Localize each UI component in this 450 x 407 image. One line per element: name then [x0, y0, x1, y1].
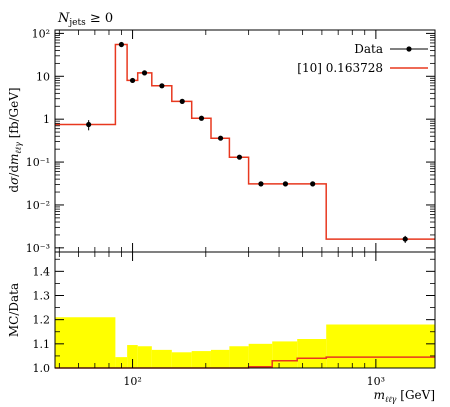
- ratio-band-bin: [272, 341, 298, 368]
- ratio-ylabel: MC/Data: [7, 283, 21, 337]
- ratio-y-tick-label: 1.3: [33, 290, 51, 303]
- data-point: [129, 77, 136, 84]
- ratio-band-bin: [210, 349, 230, 368]
- data-point: [179, 98, 185, 104]
- data-points: [86, 41, 408, 243]
- data-point: [282, 181, 289, 187]
- data-point: [217, 135, 224, 141]
- ratio-band-bin: [55, 317, 116, 368]
- ratio-band-bin: [127, 345, 138, 368]
- y-tick-label: 10⁻¹: [26, 156, 50, 169]
- ratio-y-tick-label: 1.2: [33, 314, 51, 327]
- ratio-band-bin: [151, 349, 172, 368]
- ratio-band-bin: [326, 324, 435, 368]
- ratio-band-bin: [229, 346, 249, 368]
- ratio-panel: 1.0 1.1 1.2 1.3 1.4 10² 10³: [33, 251, 436, 388]
- ratio-band-bin: [171, 352, 192, 368]
- legend-data-marker: [406, 46, 412, 52]
- data-point: [86, 121, 92, 128]
- data-point: [236, 154, 243, 160]
- legend-data-label: Data: [354, 42, 383, 56]
- mc-step-line: [55, 43, 435, 240]
- y-tick-label: 10⁻³: [26, 242, 50, 255]
- main-ylabel: dσ/dmℓℓγ [fb/GeV]: [7, 87, 23, 192]
- data-point: [141, 70, 148, 76]
- y-tick-label: 10⁻²: [26, 199, 50, 212]
- ratio-band-bin: [137, 346, 152, 368]
- x-tick-label: 10³: [367, 375, 385, 388]
- ratio-axis-ticks: 1.0 1.1 1.2 1.3 1.4 10² 10³: [33, 252, 435, 388]
- data-point: [310, 181, 316, 187]
- data-point: [258, 181, 264, 187]
- ratio-y-tick-label: 1.4: [33, 265, 51, 278]
- legend-mc-label: [10] 0.163728: [297, 61, 383, 75]
- ratio-band-bin: [297, 339, 327, 368]
- ratio-band-bin: [115, 357, 128, 368]
- x-tick-label: 10²: [123, 375, 141, 388]
- y-tick-label: 1: [43, 113, 50, 126]
- y-tick-label: 10²: [32, 27, 50, 40]
- data-point: [118, 41, 125, 48]
- ratio-frame: [54, 251, 436, 369]
- mc-histogram: [55, 43, 435, 240]
- ratio-band-bin: [191, 351, 211, 368]
- data-point: [402, 236, 408, 242]
- legend: Data [10] 0.163728: [297, 42, 428, 75]
- ratio-y-tick-label: 1.0: [33, 362, 51, 375]
- x-axis-label: mℓℓγ [GeV]: [374, 388, 435, 404]
- data-point: [198, 115, 205, 121]
- y-tick-label: 10: [36, 70, 50, 83]
- data-point: [159, 83, 165, 89]
- main-panel: 10⁻³ 10⁻² 10⁻¹ 1 10 10²: [26, 27, 436, 255]
- ratio-band-bin: [248, 343, 273, 368]
- ratio-y-tick-label: 1.1: [33, 338, 51, 351]
- main-axis-ticks: 10⁻³ 10⁻² 10⁻¹ 1 10 10²: [26, 27, 435, 255]
- chart-title: Njets ≥ 0: [57, 11, 113, 28]
- ratio-band: [55, 317, 435, 368]
